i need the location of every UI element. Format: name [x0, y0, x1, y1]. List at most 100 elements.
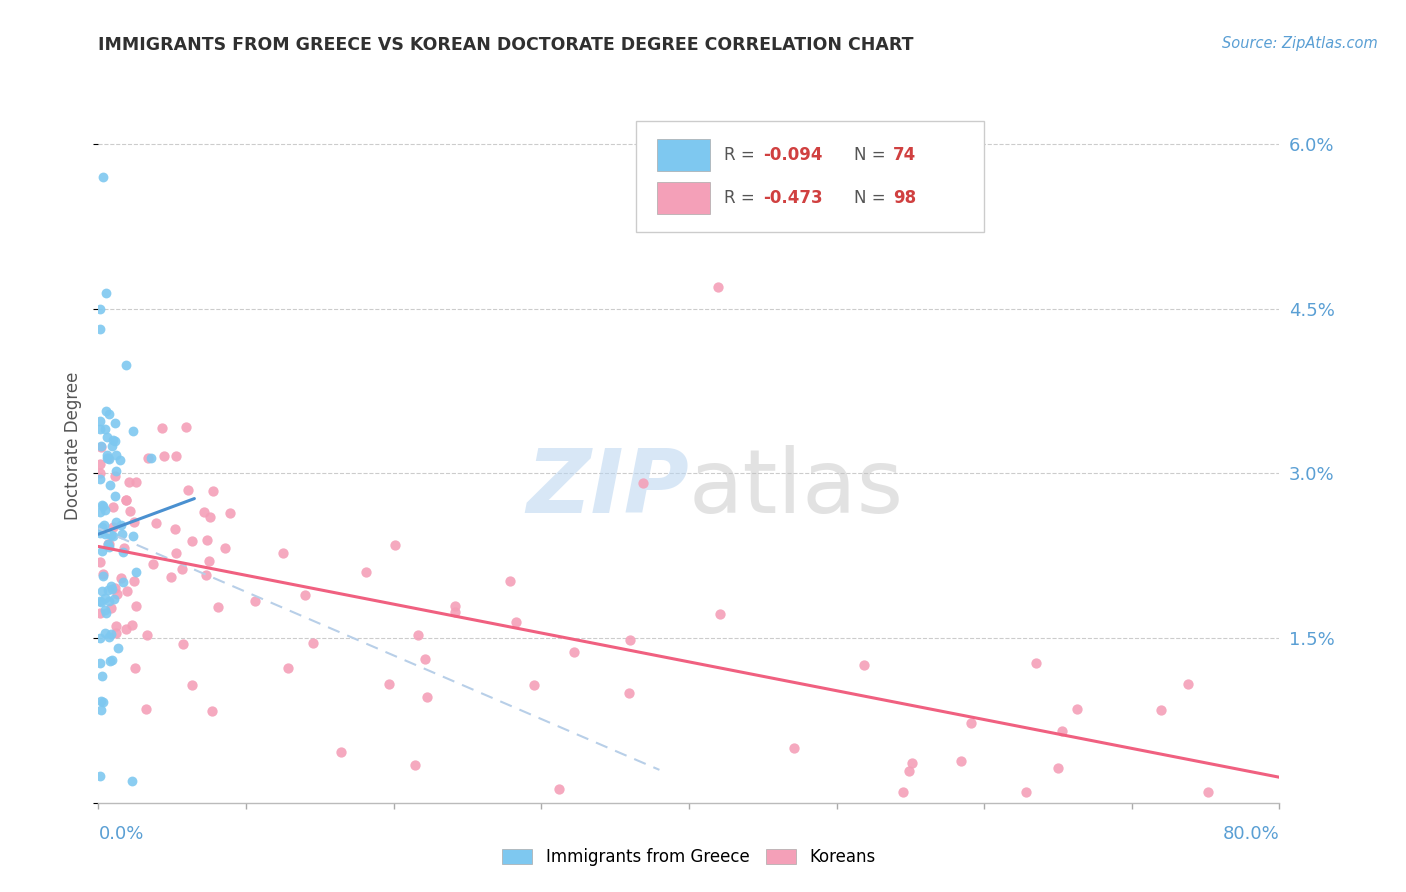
Point [94, 606, 117, 620]
Point [89, 593, 111, 607]
Point [163, 522, 186, 536]
Point [195, 533, 218, 547]
Point [97, 541, 120, 555]
Point [124, 515, 146, 529]
Point [302, 636, 325, 650]
Point [101, 529, 124, 543]
Point [631, 475, 654, 490]
Text: -0.094: -0.094 [763, 146, 823, 164]
Point [94, 603, 117, 617]
Point [100, 582, 122, 596]
Point [94, 591, 117, 605]
Point [202, 483, 225, 498]
Point [91, 569, 114, 583]
Point [122, 424, 145, 438]
Point [619, 632, 641, 647]
Point [547, 782, 569, 797]
Y-axis label: Doctorate Degree: Doctorate Degree [65, 372, 83, 520]
Point [193, 505, 215, 519]
Text: 0.0%: 0.0% [98, 825, 143, 843]
Point [136, 450, 159, 465]
Point [329, 745, 352, 759]
FancyBboxPatch shape [636, 121, 984, 232]
Point [354, 566, 377, 580]
Point [125, 599, 148, 614]
Point [505, 615, 527, 629]
Point [125, 475, 148, 489]
Point [153, 449, 176, 463]
Point [195, 567, 218, 582]
Point [98, 537, 121, 551]
Point [103, 500, 125, 514]
Point [98, 408, 121, 422]
Point [378, 677, 401, 691]
FancyBboxPatch shape [657, 139, 710, 171]
Point [135, 702, 157, 716]
Point [90, 703, 112, 717]
Point [104, 581, 127, 595]
Point [142, 557, 165, 571]
Point [89, 466, 111, 480]
Point [165, 449, 187, 463]
Point [96, 404, 118, 418]
Point [96, 451, 118, 466]
Text: ZIP: ZIP [526, 445, 689, 533]
Point [89, 457, 111, 471]
Point [122, 529, 145, 543]
Point [93, 517, 115, 532]
Point [91, 567, 114, 582]
Text: 74: 74 [893, 146, 917, 164]
Point [91, 499, 114, 513]
Point [101, 433, 124, 447]
Point [443, 605, 465, 619]
Point [1177, 676, 1199, 690]
Point [103, 520, 125, 534]
Point [949, 754, 972, 768]
Point [180, 533, 202, 548]
Point [159, 570, 181, 584]
Point [94, 422, 117, 436]
Point [105, 626, 128, 640]
Point [165, 546, 187, 560]
Point [101, 653, 124, 667]
Point [91, 669, 114, 683]
Text: 98: 98 [893, 189, 917, 207]
Point [97, 537, 120, 551]
Point [111, 545, 134, 559]
Text: atlas: atlas [689, 445, 904, 533]
Point [523, 678, 546, 692]
Text: IMMIGRANTS FROM GREECE VS KOREAN DOCTORATE DEGREE CORRELATION CHART: IMMIGRANTS FROM GREECE VS KOREAN DOCTORA… [98, 36, 914, 54]
Point [89, 422, 111, 436]
Point [98, 478, 121, 492]
FancyBboxPatch shape [657, 182, 710, 214]
Point [101, 439, 124, 453]
Point [145, 516, 167, 531]
Point [100, 601, 122, 615]
Point [900, 756, 922, 771]
Point [89, 526, 111, 541]
Point [384, 538, 406, 552]
Point [172, 637, 194, 651]
Point [89, 322, 111, 336]
Point [115, 493, 138, 508]
Point [897, 764, 920, 778]
Point [104, 448, 127, 462]
Point [709, 607, 731, 621]
Point [1066, 702, 1088, 716]
Point [214, 541, 236, 555]
Point [243, 594, 266, 608]
Point [89, 632, 111, 646]
Point [90, 595, 112, 609]
Point [783, 741, 806, 756]
Point [172, 562, 194, 576]
Point [104, 489, 127, 503]
Point [89, 414, 111, 428]
Point [94, 625, 117, 640]
Point [198, 510, 221, 524]
Point [104, 469, 127, 483]
Point [853, 658, 876, 673]
Point [114, 358, 136, 372]
Point [115, 622, 138, 636]
Point [98, 451, 121, 466]
Point [105, 515, 128, 529]
